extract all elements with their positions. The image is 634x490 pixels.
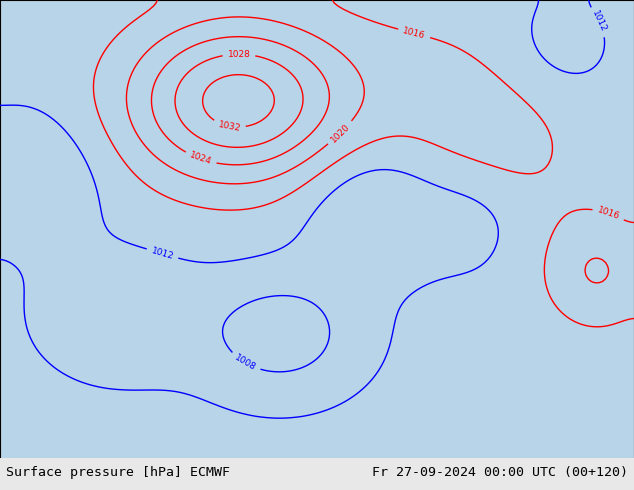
Text: 1020: 1020: [329, 122, 352, 144]
Text: 1024: 1024: [188, 151, 213, 167]
Text: Surface pressure [hPa] ECMWF: Surface pressure [hPa] ECMWF: [6, 466, 230, 479]
Text: Fr 27-09-2024 00:00 UTC (00+120): Fr 27-09-2024 00:00 UTC (00+120): [372, 466, 628, 479]
Text: 1012: 1012: [150, 246, 175, 261]
Text: 1012: 1012: [590, 9, 608, 34]
Text: 1016: 1016: [402, 26, 427, 41]
Text: 1032: 1032: [217, 120, 242, 133]
Text: 1008: 1008: [233, 353, 257, 372]
Text: 1028: 1028: [228, 50, 250, 59]
Text: 1016: 1016: [596, 206, 621, 221]
